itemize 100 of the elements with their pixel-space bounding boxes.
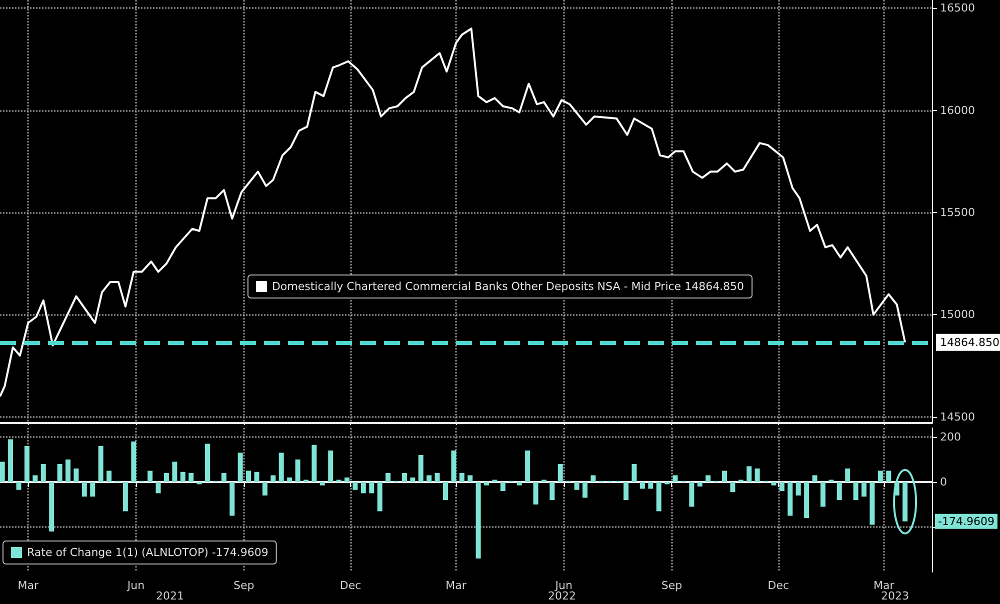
bar — [640, 482, 645, 489]
bar — [730, 482, 736, 492]
line-series — [0, 28, 906, 398]
bar — [148, 470, 153, 482]
bar — [812, 475, 818, 482]
bar — [188, 473, 194, 482]
bar — [106, 470, 112, 482]
x-tick-label: Sep — [661, 579, 682, 592]
bar — [49, 482, 54, 532]
x-tick-label: Jun — [554, 579, 573, 592]
bar — [771, 482, 776, 486]
y-tick-label: 15000 — [940, 308, 975, 322]
x-tick-label: Mar — [874, 579, 895, 592]
bar — [262, 482, 268, 496]
bar — [270, 475, 276, 482]
bar — [8, 439, 14, 482]
ref-line-label: 14864.850 — [940, 336, 1000, 349]
bar — [287, 478, 292, 482]
annotation: -174.9609 — [938, 514, 994, 528]
bar — [295, 460, 300, 482]
x-tick-label: Dec — [768, 579, 790, 592]
bar — [525, 450, 530, 482]
bar — [533, 482, 538, 504]
bar — [32, 475, 38, 482]
bar — [278, 452, 284, 482]
bar — [246, 470, 252, 482]
bar — [205, 444, 210, 482]
bar — [156, 482, 161, 494]
legend-label: Rate of Change 1(1) (ALNLOTOP) -174.9609 — [27, 546, 268, 559]
bar — [24, 446, 30, 482]
bar — [632, 464, 637, 482]
bar — [468, 475, 473, 482]
bar — [16, 482, 22, 490]
text: 2021 — [156, 590, 184, 602]
text: 2023 — [881, 590, 909, 602]
bar — [90, 482, 96, 497]
bar — [402, 473, 407, 482]
bar — [65, 460, 70, 482]
y-tick-label: 0 — [940, 476, 947, 488]
bar — [230, 482, 235, 516]
bar — [451, 450, 456, 482]
bar — [902, 482, 908, 522]
bar — [779, 482, 784, 491]
y-tick-label: 15500 — [940, 206, 975, 220]
x-tick-label: Sep — [233, 579, 254, 592]
bar — [689, 482, 694, 507]
bar — [312, 444, 317, 482]
bar — [238, 452, 243, 482]
bar — [648, 482, 654, 489]
bar — [853, 482, 858, 500]
bar — [0, 462, 5, 482]
bar — [131, 442, 136, 482]
bar — [590, 475, 596, 482]
bar — [558, 464, 563, 482]
bar — [74, 468, 79, 482]
bar — [328, 450, 334, 482]
bar — [516, 482, 522, 486]
bar — [804, 482, 810, 518]
bar — [172, 462, 178, 482]
bar — [476, 482, 481, 558]
x-tick-label: Jun — [126, 579, 145, 592]
y-tick-label: 200 — [940, 430, 961, 444]
y-tick-label: 14500 — [940, 410, 975, 424]
bar — [410, 478, 416, 482]
bar — [344, 478, 350, 482]
x-tick-label: Mar — [446, 579, 467, 592]
bar — [706, 475, 711, 482]
bar — [164, 473, 169, 482]
bar — [870, 482, 875, 525]
bar — [221, 473, 226, 482]
bar — [754, 468, 760, 482]
bar — [672, 475, 678, 482]
bar — [82, 482, 87, 497]
text: 2022 — [548, 590, 576, 602]
bar — [442, 482, 448, 500]
x-tick-label: Dec — [340, 579, 362, 592]
bar — [122, 482, 128, 512]
bar — [845, 468, 850, 482]
bar — [320, 482, 325, 486]
y-tick-label: 16000 — [940, 104, 975, 117]
bar — [878, 470, 883, 482]
bar — [624, 482, 629, 500]
bar — [434, 473, 440, 482]
bar — [820, 482, 826, 507]
bar — [796, 482, 801, 496]
bar — [360, 482, 366, 494]
bar — [550, 482, 555, 500]
bar — [656, 482, 662, 512]
bar — [180, 472, 186, 482]
bar — [98, 446, 104, 482]
bar — [418, 455, 424, 482]
bar — [697, 482, 702, 486]
bar — [369, 482, 374, 494]
bar — [746, 466, 752, 482]
x-tick-label: Mar — [18, 579, 39, 592]
bar — [254, 472, 260, 482]
bar — [500, 482, 506, 491]
bar — [886, 470, 892, 482]
bar — [426, 475, 432, 482]
bar — [836, 482, 842, 500]
